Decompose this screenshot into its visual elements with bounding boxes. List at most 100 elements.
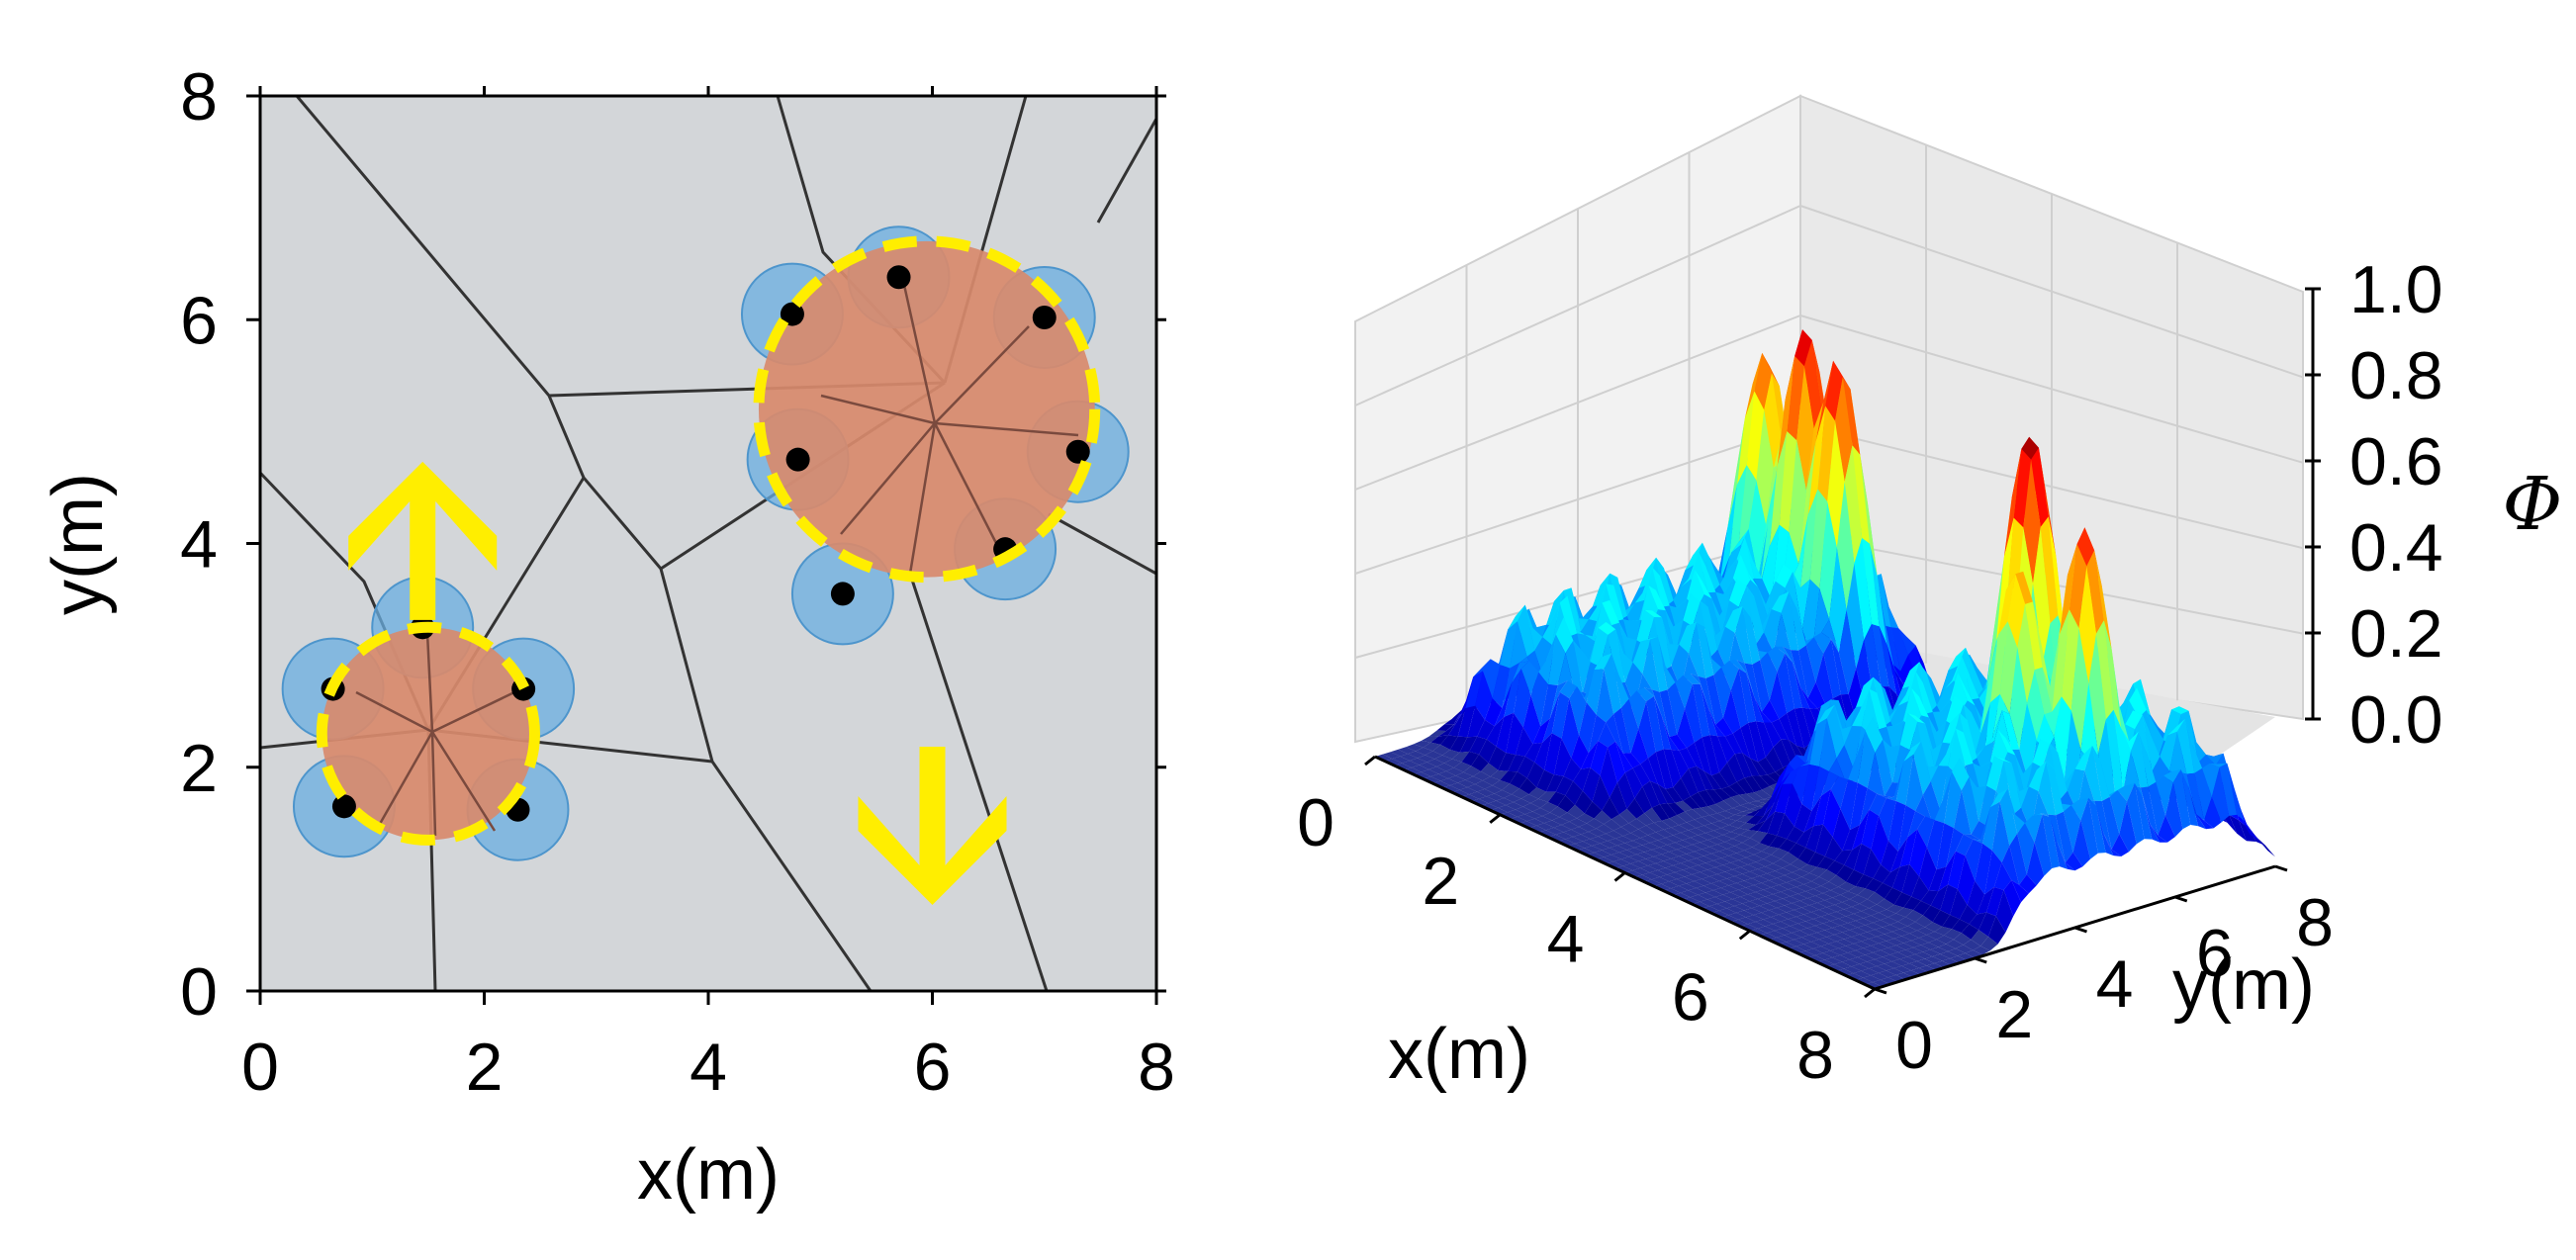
surface-cell (1571, 827, 1589, 835)
surface-cell (2129, 687, 2147, 718)
surface-cell (1775, 783, 1793, 814)
surface-cell (1959, 904, 1978, 925)
surface-cell (1724, 808, 1743, 815)
surface-cell (1990, 621, 2008, 703)
surface-cell (1801, 935, 1819, 943)
surface-cell (2204, 796, 2222, 829)
surface-cell (1700, 899, 1717, 907)
surface-cell (1459, 787, 1477, 795)
surface-cell (2150, 824, 2167, 843)
surface-cell (1845, 973, 1864, 980)
surface-cell (1575, 790, 1593, 814)
surface-cell (1538, 830, 1556, 838)
surface-cell (1661, 852, 1679, 859)
surface-cell (1475, 671, 1493, 720)
surface-cell (1690, 674, 1708, 707)
surface-cell (1875, 927, 1892, 935)
surface-cell (1762, 524, 1780, 601)
surface-cell (1559, 595, 1578, 637)
surface-cell (1813, 789, 1831, 827)
surface-cell (1694, 849, 1712, 856)
surface-cell (1820, 881, 1839, 891)
surface-cell (1932, 953, 1950, 961)
surface-cell (1822, 890, 1841, 898)
surface-cell (1795, 884, 1814, 892)
surface-cell (1948, 948, 1966, 956)
surface-cell (2070, 797, 2089, 821)
surface-cell (1461, 794, 1479, 802)
surface-cell (1803, 339, 1822, 429)
surface-cell (1686, 852, 1704, 858)
surface-cell (1829, 548, 1847, 653)
surface-cell (1859, 961, 1877, 969)
surface-cell (1500, 621, 1518, 669)
surface-cell (1744, 663, 1762, 712)
surface-cell (1856, 676, 1874, 707)
surface-cell (1796, 366, 1814, 491)
surface-cell (1734, 606, 1753, 665)
surface-cell (1730, 668, 1749, 728)
surface-cell (1648, 752, 1666, 789)
surface-cell (1528, 825, 1546, 833)
surface-cell (1825, 360, 1843, 421)
group-outline-0 (316, 621, 540, 846)
surface-cell (1696, 825, 1714, 834)
surface-cell (1742, 901, 1760, 909)
surface-cell (1938, 944, 1956, 951)
surface-cell (1926, 820, 1945, 870)
y-tick-3d (1974, 956, 1987, 964)
surface-cell (1711, 821, 1729, 829)
surface-cell (1753, 851, 1772, 859)
surface-cell (1694, 817, 1712, 826)
surface-cell (1759, 933, 1777, 941)
surface-cell (1702, 542, 1720, 593)
surface-cell (1732, 834, 1750, 843)
surface-cell (1807, 926, 1825, 933)
surface-cell (1649, 869, 1668, 877)
surface-cell (1728, 660, 1747, 674)
surface-cell (1811, 909, 1829, 917)
surface-cell (1834, 704, 1853, 746)
surface-cell (1685, 542, 1702, 571)
surface-cell (1709, 813, 1727, 821)
surface-cell (1736, 537, 1755, 584)
surface-cell (1871, 943, 1888, 950)
surface-cell (2060, 544, 2077, 634)
surface-cell (2148, 781, 2165, 836)
surface-cell (1606, 861, 1623, 868)
surface-cell (1542, 691, 1560, 743)
surface-cell (1965, 839, 1983, 881)
y-tick-label: 8 (180, 59, 218, 135)
surface-cell (1490, 769, 1509, 780)
surface-cell (1648, 585, 1666, 611)
surface-cell (2058, 752, 2075, 791)
surface-cell (1891, 929, 1910, 937)
surface-cell (1596, 856, 1613, 864)
surface-cell (1719, 485, 1737, 584)
surface-cell (1745, 915, 1764, 922)
surface-cell (1611, 653, 1629, 708)
surface-cell (1384, 759, 1403, 765)
surface-cell (2084, 746, 2102, 801)
surface-cell (1659, 803, 1678, 819)
y-tick-3d (2274, 864, 2288, 872)
surface-cell (1757, 896, 1776, 904)
surface-cell (1942, 712, 1960, 744)
surface-cell (1724, 733, 1743, 755)
surface-cell (1781, 852, 1798, 864)
right-y-axis-label: y(m) (2172, 945, 2315, 1025)
surface-cell (1457, 779, 1476, 787)
x-tick-label: 0 (241, 1030, 279, 1105)
surface-cell (1997, 574, 2016, 635)
surface-cell (1698, 551, 1716, 593)
surface-cell (1681, 830, 1699, 838)
surface-cell (1667, 872, 1685, 879)
surface-cell (1961, 776, 1979, 835)
surface-cell (1679, 822, 1697, 831)
surface-cell (1809, 489, 1828, 589)
surface-cell (1803, 795, 1821, 833)
surface-cell (1682, 897, 1701, 905)
surface-cell (1803, 881, 1821, 889)
surface-cell (1615, 629, 1633, 682)
surface-cell (1932, 910, 1951, 927)
